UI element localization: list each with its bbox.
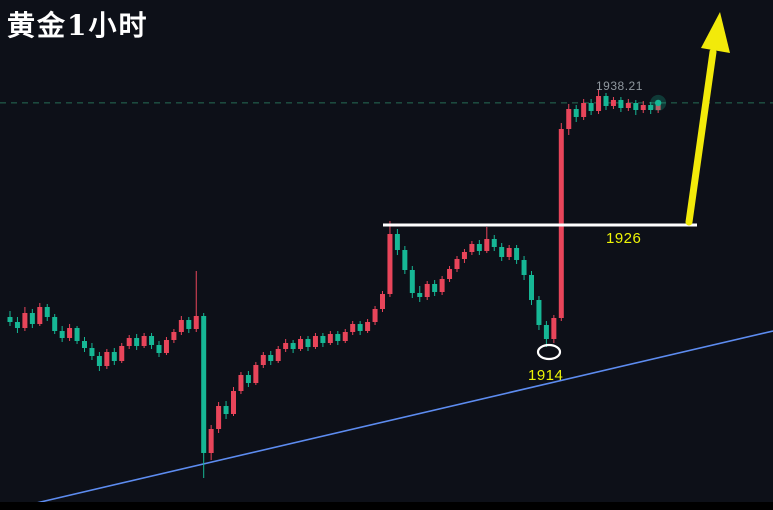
bottom-bar — [0, 502, 773, 510]
trendline — [14, 330, 773, 509]
up-arrow — [685, 12, 730, 226]
resistance-price-label: 1926 — [606, 230, 642, 247]
candles-series — [7, 89, 661, 478]
low-price-label: 1914 — [528, 367, 564, 384]
last-candle-marker — [650, 94, 667, 111]
last-price-label: 1938.21 — [596, 79, 643, 93]
page-title: 黄金1小时 — [7, 9, 149, 42]
low-ellipse-marker — [536, 343, 562, 361]
